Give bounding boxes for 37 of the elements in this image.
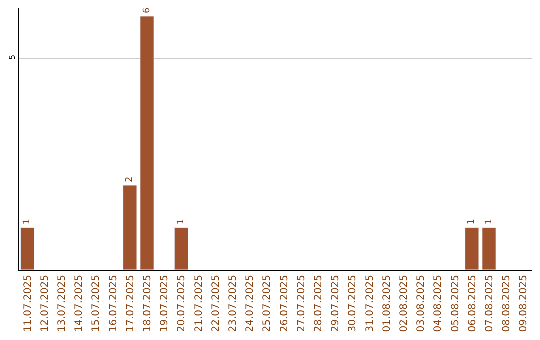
x-tick-label: 07.08.2025 xyxy=(484,275,496,332)
data-label: 1 xyxy=(176,219,186,225)
x-tick-label: 26.07.2025 xyxy=(279,275,290,332)
x-tick-label: 24.07.2025 xyxy=(245,275,256,332)
x-tick-label: 17.07.2025 xyxy=(125,275,136,332)
x-tick-label: 12.07.2025 xyxy=(40,275,51,332)
data-label: 1 xyxy=(22,219,33,225)
x-tick-label: 01.08.2025 xyxy=(382,275,393,332)
x-tick-label: 31.07.2025 xyxy=(364,275,376,332)
x-tick-label: 20.07.2025 xyxy=(176,275,188,332)
x-tick-label: 30.07.2025 xyxy=(348,275,359,332)
x-tick-label: 19.07.2025 xyxy=(160,275,171,332)
y-tick-label: 5 xyxy=(8,54,17,60)
x-tick-label: 06.08.2025 xyxy=(467,275,478,332)
x-tick-label: 16.07.2025 xyxy=(108,275,120,332)
data-label: 1 xyxy=(484,219,494,225)
x-tick-label: 23.07.2025 xyxy=(228,275,239,332)
x-tick-label: 02.08.2025 xyxy=(399,275,410,332)
x-tick-label: 08.08.2025 xyxy=(502,275,513,332)
data-label: 6 xyxy=(142,7,152,14)
x-tick-label: 27.07.2025 xyxy=(296,275,308,332)
x-tick-label: 14.07.2025 xyxy=(74,275,86,332)
x-tick-label: 28.07.2025 xyxy=(314,275,324,332)
data-label: 2 xyxy=(125,176,136,182)
x-tick-label: 18.07.2025 xyxy=(142,275,154,332)
x-tick-label: 03.08.2025 xyxy=(416,275,428,332)
x-tick-label: 29.07.2025 xyxy=(330,275,342,332)
x-tick-label: 21.07.2025 xyxy=(194,275,205,332)
x-tick-label: 22.07.2025 xyxy=(210,275,222,332)
x-tick-label: 13.07.2025 xyxy=(57,275,68,332)
x-tick-label: 11.07.2025 xyxy=(22,275,34,332)
x-tick-label: 15.07.2025 xyxy=(91,275,102,332)
data-label: 1 xyxy=(467,219,478,225)
x-tick-label: 04.08.2025 xyxy=(433,275,444,332)
x-tick-label: 09.08.2025 xyxy=(518,275,530,332)
x-tick-label: 25.07.2025 xyxy=(262,275,274,332)
x-tick-label: 05.08.2025 xyxy=(450,275,462,332)
